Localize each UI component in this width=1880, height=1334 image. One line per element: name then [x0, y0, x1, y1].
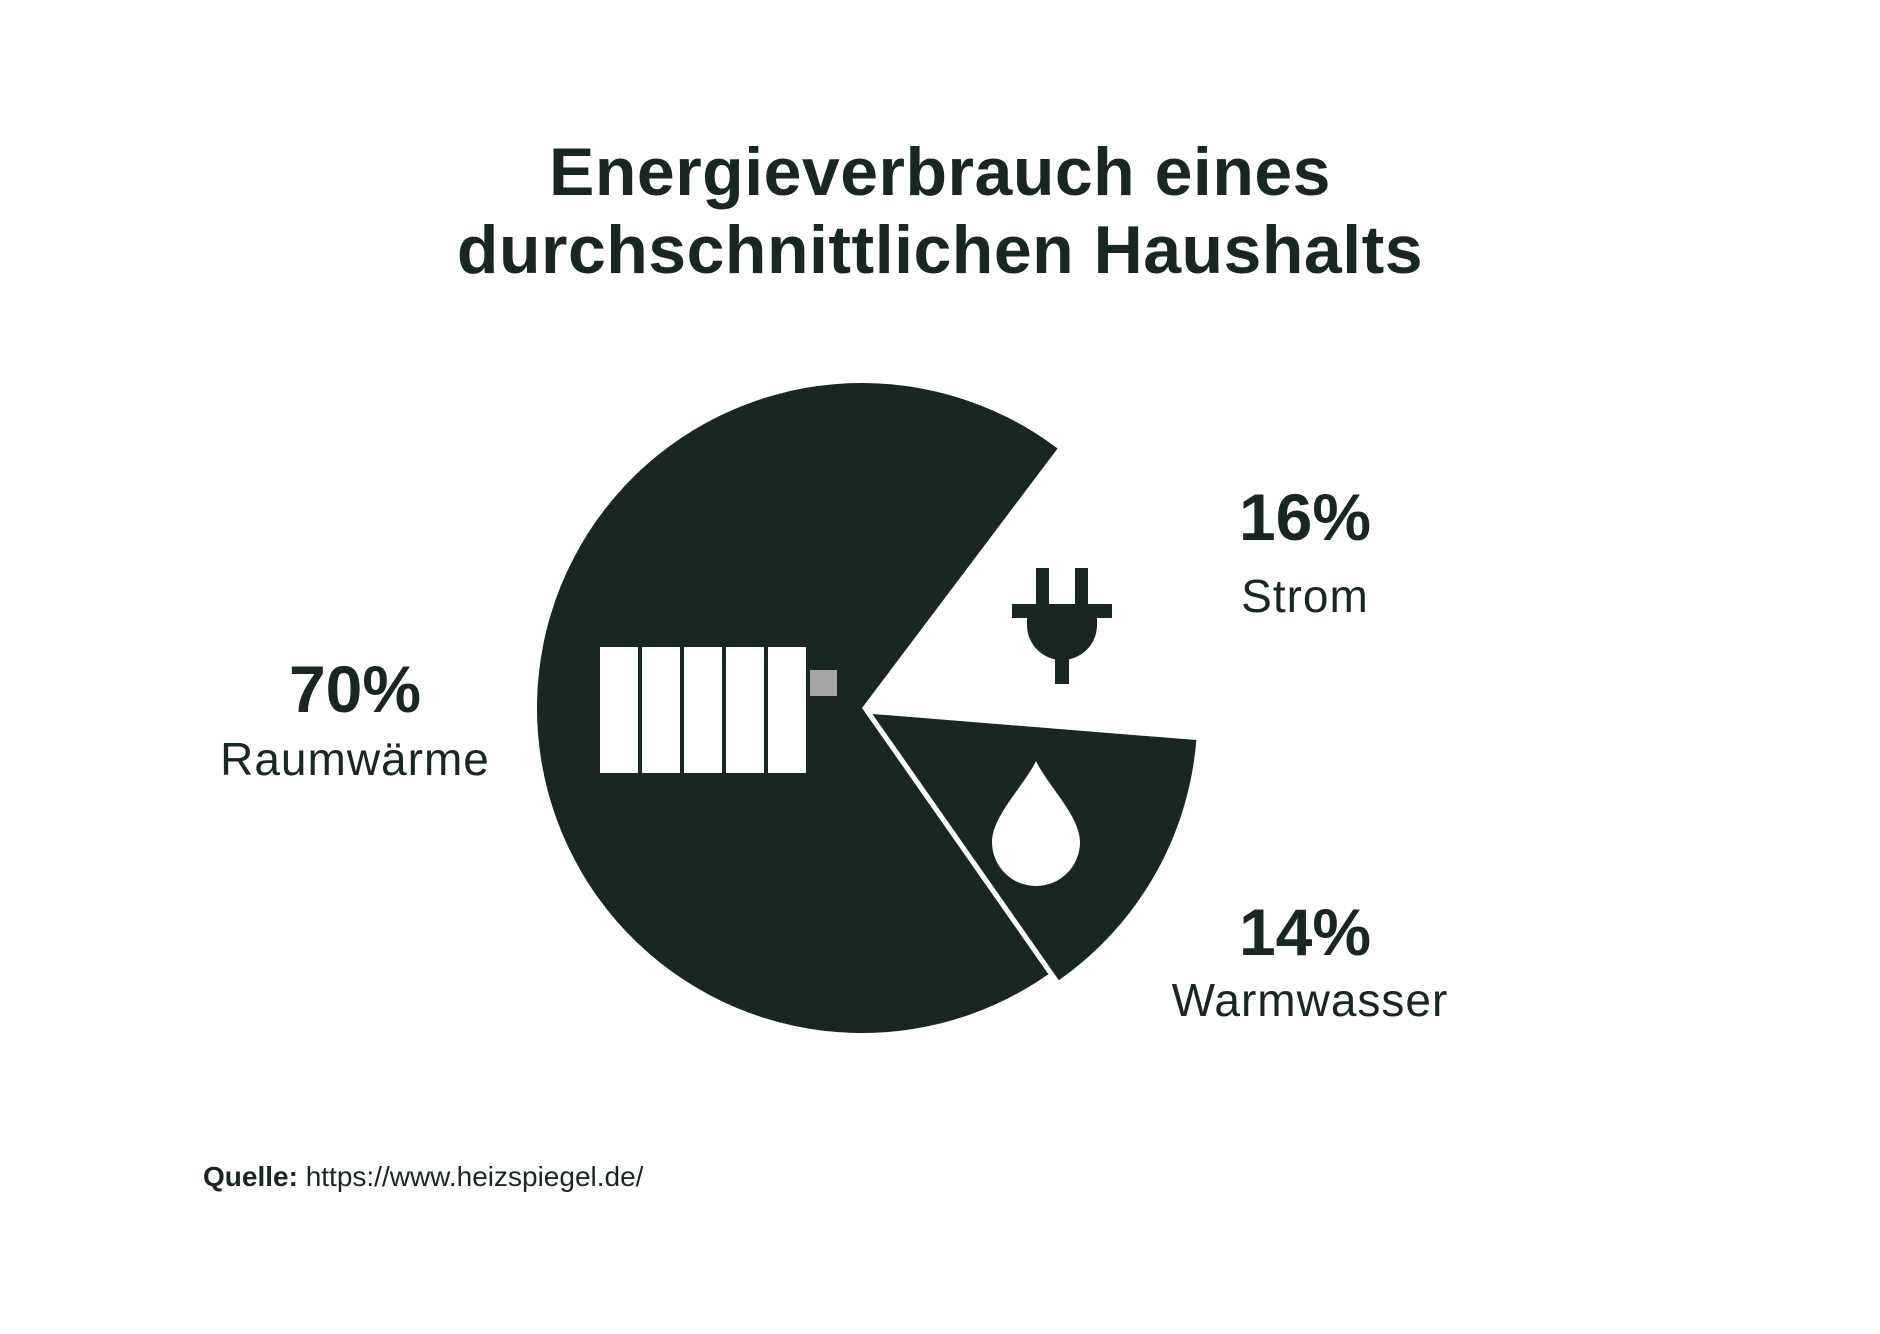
radiator-fin — [642, 647, 680, 773]
water-drop-shape — [992, 761, 1080, 886]
plug-prong-left — [1036, 568, 1049, 606]
radiator-fin — [684, 647, 722, 773]
water-drop-icon — [992, 761, 1080, 886]
radiator-fin — [726, 647, 764, 773]
radiator-valve — [810, 670, 837, 696]
source-url[interactable]: https://www.heizspiegel.de/ — [305, 1161, 644, 1192]
source-label: Quelle: — [203, 1161, 298, 1192]
value-label-warmwasser: 14% — [1238, 895, 1372, 969]
value-label-raumwaerme: 70% — [288, 652, 422, 726]
chart-title-line-1: Energieverbrauch eines — [548, 134, 1331, 210]
source-note: Quelle: https://www.heizspiegel.de/ — [203, 1160, 643, 1194]
chart-title: Energieverbrauch eines durchschnittliche… — [0, 133, 1880, 289]
chart-title-line-2: durchschnittlichen Haushalts — [456, 212, 1424, 288]
plug-prong-right — [1075, 568, 1088, 606]
plug-body — [1012, 604, 1112, 660]
value-label-strom: 16% — [1238, 480, 1372, 554]
plug-icon — [1012, 568, 1112, 684]
plug-cable — [1055, 655, 1069, 684]
radiator-fin — [600, 647, 638, 773]
series-label-warmwasser: Warmwasser — [1171, 974, 1449, 1026]
series-label-strom: Strom — [1241, 570, 1369, 622]
radiator-fin — [768, 647, 806, 773]
series-label-raumwaerme: Raumwärme — [220, 733, 490, 785]
radiator-icon — [600, 647, 837, 773]
